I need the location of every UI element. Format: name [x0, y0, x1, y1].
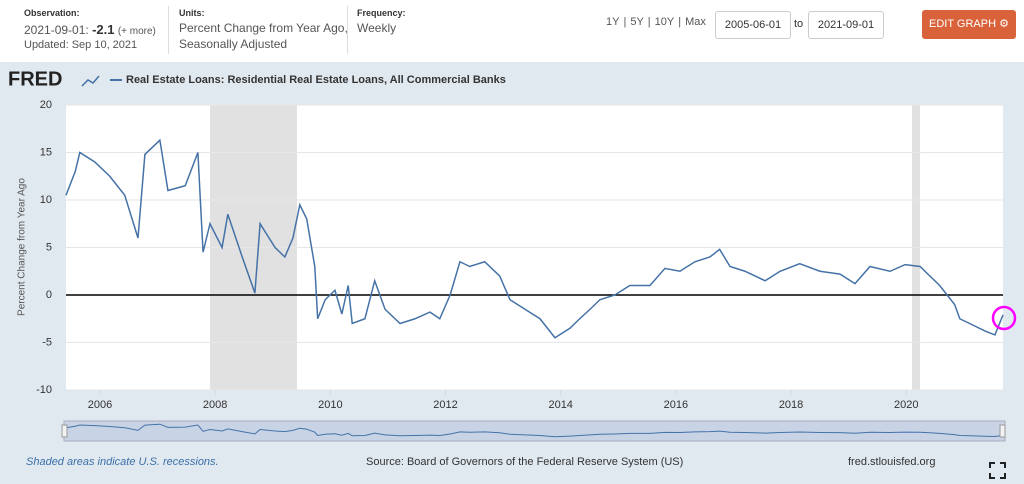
source: Source: Board of Governors of the Federa… — [366, 456, 684, 468]
edit-graph-button[interactable]: EDIT GRAPH ⚙ — [922, 10, 1016, 39]
units: Seasonally Adjusted — [179, 37, 288, 51]
highlight-circle — [991, 305, 1017, 331]
frequency: Weekly — [357, 21, 397, 35]
y-tick-label: -5 — [42, 336, 52, 348]
range-button[interactable]: 10Y — [654, 16, 675, 28]
separator: | — [647, 16, 651, 28]
observation-date: 2021-09-01: — [24, 23, 89, 37]
x-tick-label: 2006 — [88, 399, 112, 411]
range-button[interactable]: 5Y — [630, 16, 644, 28]
fred-logo: FRED — [8, 68, 62, 90]
x-tick-label: 2018 — [779, 399, 803, 411]
divider — [168, 6, 169, 54]
x-tick-label: 2014 — [548, 399, 572, 411]
observation-value: -2.1 — [92, 22, 115, 37]
start-date-input[interactable]: 2005-06-01 — [715, 11, 791, 39]
navigator-line — [65, 423, 1004, 438]
y-tick-label: 15 — [40, 146, 52, 158]
legend-label: Real Estate Loans: Residential Real Esta… — [126, 74, 506, 86]
x-tick-label: 2010 — [318, 399, 342, 411]
divider — [347, 6, 348, 54]
units: Percent Change from Year Ago, — [179, 21, 348, 35]
y-tick-label: 5 — [46, 241, 52, 253]
x-tick-label: 2016 — [664, 399, 688, 411]
site: fred.stlouisfed.org — [848, 456, 936, 468]
y-tick-label: 10 — [40, 194, 52, 206]
observation: 2021-09-01: -2.1 (+ more) — [24, 22, 156, 37]
separator: | — [623, 16, 627, 28]
x-tick-label: 2008 — [203, 399, 227, 411]
y-tick-label: -10 — [36, 384, 52, 396]
range-button[interactable]: 1Y — [606, 16, 620, 28]
x-tick-label: 2020 — [894, 399, 918, 411]
units-label: Units: — [179, 8, 205, 18]
more-link[interactable]: (+ more) — [117, 26, 156, 37]
series-line — [65, 138, 1004, 339]
recession-note[interactable]: Shaded areas indicate U.S. recessions. — [26, 456, 219, 468]
range-buttons: 1Y | 5Y | 10Y | Max — [606, 16, 706, 28]
fullscreen-icon[interactable] — [989, 462, 1006, 479]
y-tick-label: 0 — [46, 289, 52, 301]
range-button[interactable]: Max — [685, 16, 706, 28]
updated: Updated: Sep 10, 2021 — [24, 39, 138, 51]
y-tick-label: 20 — [40, 99, 52, 111]
to-label: to — [794, 18, 804, 30]
navigator-handle[interactable] — [61, 424, 68, 438]
x-tick-label: 2012 — [433, 399, 457, 411]
y-axis-label: Percent Change from Year Ago — [17, 178, 28, 316]
observation-label: Observation: — [24, 8, 80, 18]
frequency-label: Frequency: — [357, 8, 406, 18]
end-date-input[interactable]: 2021-09-01 — [808, 11, 884, 39]
separator: | — [678, 16, 682, 28]
edit-graph-label: EDIT GRAPH — [929, 18, 997, 30]
navigator-handle[interactable] — [999, 424, 1006, 438]
logo-icon — [81, 75, 100, 87]
